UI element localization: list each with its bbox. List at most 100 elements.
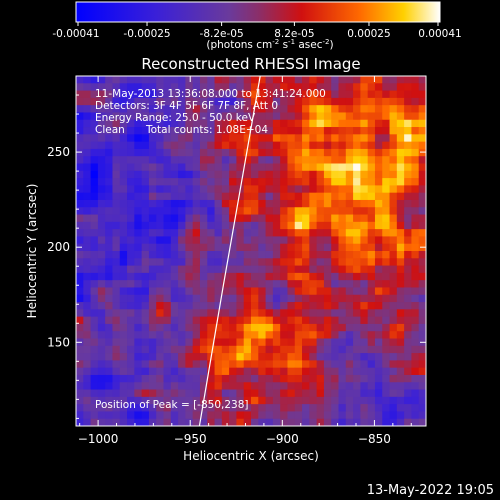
heatmap-cell	[353, 112, 361, 121]
heatmap-cell	[76, 389, 84, 398]
heatmap-cell	[309, 382, 318, 390]
heatmap-cell	[338, 316, 347, 325]
heatmap-cell	[251, 309, 259, 318]
heatmap-cell	[178, 156, 186, 164]
heatmap-cell	[214, 302, 223, 310]
heatmap-cell	[214, 105, 223, 113]
heatmap-cell	[404, 367, 412, 376]
heatmap-cell	[207, 199, 215, 208]
heatmap-cell	[251, 338, 259, 347]
heatmap-cell	[280, 294, 288, 303]
heatmap-cell	[396, 265, 405, 274]
heatmap-cell	[119, 338, 128, 347]
heatmap-cell	[105, 170, 113, 179]
heatmap-cell	[418, 360, 426, 369]
heatmap-cell	[411, 105, 420, 113]
heatmap-cell	[243, 207, 252, 215]
heatmap-cell	[185, 112, 194, 121]
heatmap-cell	[374, 272, 383, 281]
heatmap-cell	[374, 214, 383, 223]
heatmap-cell	[163, 207, 172, 215]
heatmap-cell	[367, 251, 376, 259]
heatmap-cell	[148, 199, 157, 208]
heatmap-cell	[214, 127, 223, 135]
heatmap-cell	[396, 374, 405, 383]
heatmap-cell	[170, 360, 179, 369]
heatmap-cell	[389, 367, 398, 376]
heatmap-cell	[229, 302, 237, 310]
heatmap-cell	[294, 258, 303, 266]
heatmap-cell	[389, 418, 398, 426]
heatmap-cell	[112, 112, 121, 121]
heatmap-cell	[134, 185, 143, 194]
heatmap-cell	[178, 323, 186, 332]
heatmap-cell	[316, 353, 325, 361]
heatmap-cell	[236, 360, 245, 369]
heatmap-cell	[105, 367, 113, 376]
heatmap-cell	[287, 338, 296, 347]
heatmap-cell	[345, 353, 354, 361]
heatmap-cell	[178, 418, 186, 426]
heatmap-cell	[170, 141, 179, 150]
heatmap-cell	[418, 192, 426, 201]
heatmap-cell	[112, 214, 121, 223]
heatmap-cell	[265, 192, 274, 201]
heatmap-cell	[382, 148, 390, 157]
heatmap-cell	[353, 309, 361, 318]
heatmap-cell	[199, 382, 208, 390]
heatmap-cell	[119, 302, 128, 310]
heatmap-cell	[229, 76, 237, 84]
heatmap-cell	[192, 90, 201, 99]
heatmap-cell	[192, 236, 201, 245]
heatmap-cell	[192, 309, 201, 318]
colorbar-tick-label: 0.00025	[347, 28, 390, 40]
heatmap-cell	[185, 236, 194, 245]
heatmap-cell	[338, 294, 347, 303]
heatmap-cell	[309, 76, 318, 84]
heatmap-cell	[353, 258, 361, 266]
heatmap-cell	[214, 119, 223, 128]
heatmap-cell	[331, 105, 339, 113]
heatmap-cell	[294, 148, 303, 157]
heatmap-cell	[185, 323, 194, 332]
heatmap-cell	[141, 309, 150, 318]
heatmap-cell	[345, 192, 354, 201]
heatmap-cell	[76, 185, 84, 194]
heatmap-cell	[90, 389, 99, 398]
heatmap-cell	[382, 105, 390, 113]
heatmap-cell	[214, 148, 223, 157]
heatmap-cell	[243, 287, 252, 296]
y-tick-label: 250	[47, 145, 70, 159]
heatmap-cell	[170, 294, 179, 303]
heatmap-cell	[243, 302, 252, 310]
heatmap-cell	[90, 214, 99, 223]
heatmap-cell	[207, 163, 215, 172]
heatmap-cell	[90, 90, 99, 99]
heatmap-cell	[323, 119, 332, 128]
heatmap-cell	[280, 76, 288, 84]
colorbar-ticks: -0.00041 -0.00025 -8.2e-05 8.2e-05 0.00025 0.…	[52, 22, 462, 40]
heatmap-cell	[119, 280, 128, 288]
heatmap-cell	[221, 302, 230, 310]
heatmap-cell	[105, 251, 113, 259]
heatmap-cell	[229, 367, 237, 376]
heatmap-cell	[404, 396, 412, 405]
heatmap-cell	[418, 404, 426, 412]
heatmap-cell	[338, 272, 347, 281]
heatmap-cell	[229, 411, 237, 420]
heatmap-cell	[141, 134, 150, 143]
heatmap-cell	[83, 309, 91, 318]
heatmap-cell	[83, 156, 91, 164]
heatmap-cell	[316, 374, 325, 383]
heatmap-cell	[112, 411, 121, 420]
heatmap-cell	[119, 214, 128, 223]
heatmap-cell	[287, 76, 296, 84]
heatmap-cell	[105, 119, 113, 128]
heatmap-cell	[214, 134, 223, 143]
heatmap-cell	[411, 97, 420, 106]
heatmap-cell	[338, 396, 347, 405]
heatmap-cell	[374, 163, 383, 172]
heatmap-cell	[229, 287, 237, 296]
heatmap-cell	[178, 345, 186, 354]
heatmap-cell	[323, 163, 332, 172]
